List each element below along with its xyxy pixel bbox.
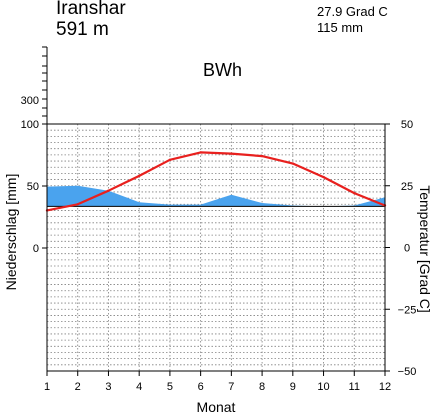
x-tick-label: 1 [44, 381, 50, 393]
x-tick-label: 10 [317, 381, 329, 393]
x-tick-label: 9 [290, 381, 296, 393]
x-tick-label: 2 [75, 381, 81, 393]
station-elevation: 591 m [56, 19, 109, 40]
left-tick-label: 0 [33, 243, 39, 255]
temperature-point [76, 203, 79, 206]
x-tick-label: 12 [379, 381, 391, 393]
temperature-point [230, 152, 233, 155]
temperature-point [107, 189, 110, 192]
x-tick-label: 5 [167, 381, 173, 393]
right-tick-label: 0 [404, 243, 410, 255]
temperature-point [168, 158, 172, 162]
left-axis-title: Niederschlag [mm] [3, 174, 19, 291]
temperature-line [46, 151, 386, 212]
left-tick-label: 100 [21, 119, 39, 131]
x-axis-title: Monat [197, 399, 236, 415]
annual-precipitation: 115 mm [317, 20, 363, 35]
precipitation-area [47, 185, 385, 207]
mean-temperature: 27.9 Grad C [317, 4, 388, 19]
temperature-point [260, 154, 264, 158]
temperature-point [353, 191, 356, 195]
temperature-point [137, 174, 141, 178]
station-name: Iranshar [56, 0, 126, 19]
right-tick-label: −25 [398, 304, 417, 316]
x-tick-label: 4 [136, 381, 142, 393]
right-tick-label: 25 [401, 181, 413, 193]
left-tick-label: 300 [21, 95, 39, 107]
right-tick-label: −50 [398, 366, 417, 378]
temperature-point [291, 162, 295, 165]
right-axis-title: Temperatur [Grad C] [417, 185, 433, 313]
temperature-point [322, 175, 325, 179]
left-tick-label: 50 [27, 181, 39, 193]
temperature-point [199, 151, 202, 154]
x-tick-label: 7 [228, 381, 234, 393]
x-tick-label: 3 [105, 381, 111, 393]
right-tick-label: 50 [401, 119, 413, 131]
x-tick-label: 6 [198, 381, 204, 393]
x-tick-label: 11 [349, 381, 360, 393]
climate-class: BWh [203, 60, 243, 80]
x-tick-label: 8 [259, 381, 265, 393]
